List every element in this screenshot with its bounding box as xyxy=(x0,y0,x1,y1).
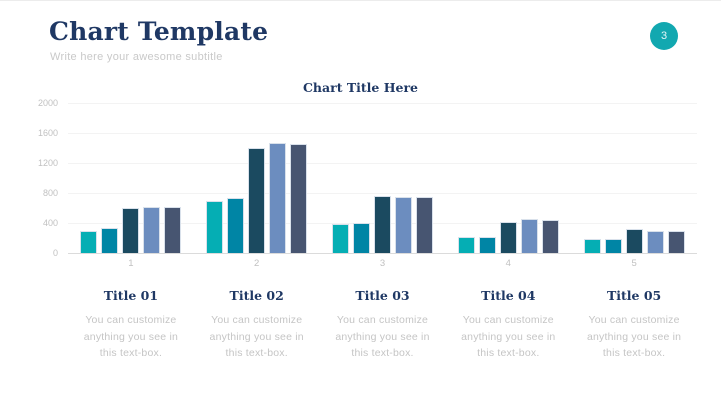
bar xyxy=(143,206,161,253)
bar-group xyxy=(445,103,571,253)
x-tick-label: 4 xyxy=(505,258,511,269)
bar xyxy=(625,229,643,253)
bar xyxy=(373,196,391,253)
caption-body: You can customize anything you see in th… xyxy=(586,314,682,359)
bar xyxy=(667,231,685,253)
bar-group xyxy=(194,103,320,253)
bar xyxy=(352,223,370,253)
bar xyxy=(604,238,622,253)
y-tick-label: 400 xyxy=(42,218,58,228)
bar xyxy=(331,223,349,253)
caption-title: Title 02 xyxy=(229,288,284,303)
x-axis: 1 2 3 4 5 xyxy=(68,258,697,269)
caption-body: You can customize anything you see in th… xyxy=(335,314,430,359)
bar xyxy=(80,230,98,253)
bar xyxy=(290,144,308,253)
bar xyxy=(227,198,245,253)
bar xyxy=(206,200,224,253)
captions-row: Title 01 You can customize anything you s… xyxy=(68,288,697,362)
y-tick-label: 800 xyxy=(42,188,58,198)
caption-body: You can customize anything you see in th… xyxy=(83,314,179,359)
bar xyxy=(457,236,475,253)
caption-title: Title 03 xyxy=(355,288,410,303)
caption-title: Title 05 xyxy=(606,288,662,303)
x-tick-label: 2 xyxy=(254,258,260,269)
caption-body: You can customize anything you see in th… xyxy=(209,314,304,359)
page-title: Chart Template xyxy=(49,17,269,46)
caption-title: Title 01 xyxy=(103,288,159,303)
x-tick-label: 1 xyxy=(128,258,134,269)
caption-body: You can customize anything you see in th… xyxy=(461,314,556,359)
page-subtitle: Write here your awesome subtitle xyxy=(50,51,223,63)
y-tick-label: 0 xyxy=(52,248,58,258)
y-tick-label: 2000 xyxy=(37,98,58,108)
y-tick-label: 1600 xyxy=(37,128,58,138)
bar-groups xyxy=(68,103,697,253)
caption-block: Title 01 You can customize anything you s… xyxy=(68,288,194,362)
y-axis: 0 400 800 1200 1600 2000 xyxy=(0,98,58,258)
gridline xyxy=(68,193,697,194)
bar xyxy=(541,220,559,253)
gridline xyxy=(68,103,697,104)
bar xyxy=(394,196,412,253)
gridline xyxy=(68,253,697,254)
chart-title: Chart Title Here xyxy=(302,80,419,95)
bar xyxy=(248,148,266,253)
bar xyxy=(583,238,601,253)
bar xyxy=(646,231,664,253)
bar-group xyxy=(68,103,194,253)
bar-group xyxy=(571,103,697,253)
bar xyxy=(269,142,287,253)
bar xyxy=(415,196,433,253)
bar xyxy=(164,207,182,253)
bar xyxy=(520,219,538,253)
gridline xyxy=(68,163,697,164)
bar xyxy=(478,236,496,253)
caption-block: Title 05 You can customize anything you s… xyxy=(571,288,697,362)
caption-block: Title 03 You can customize anything you s… xyxy=(320,288,446,362)
x-tick-label: 5 xyxy=(631,258,637,269)
slide-number-badge: 3 xyxy=(650,22,678,50)
bar xyxy=(101,227,119,253)
plot-area xyxy=(68,103,697,254)
bar xyxy=(122,208,140,253)
bar-group xyxy=(320,103,446,253)
caption-title: Title 04 xyxy=(481,288,536,303)
bar xyxy=(499,221,517,253)
x-tick-label: 3 xyxy=(379,258,386,269)
caption-block: Title 04 You can customize anything you s… xyxy=(445,288,571,362)
y-tick-label: 1200 xyxy=(37,158,58,168)
gridline xyxy=(68,133,697,134)
caption-block: Title 02 You can customize anything you s… xyxy=(194,288,320,362)
